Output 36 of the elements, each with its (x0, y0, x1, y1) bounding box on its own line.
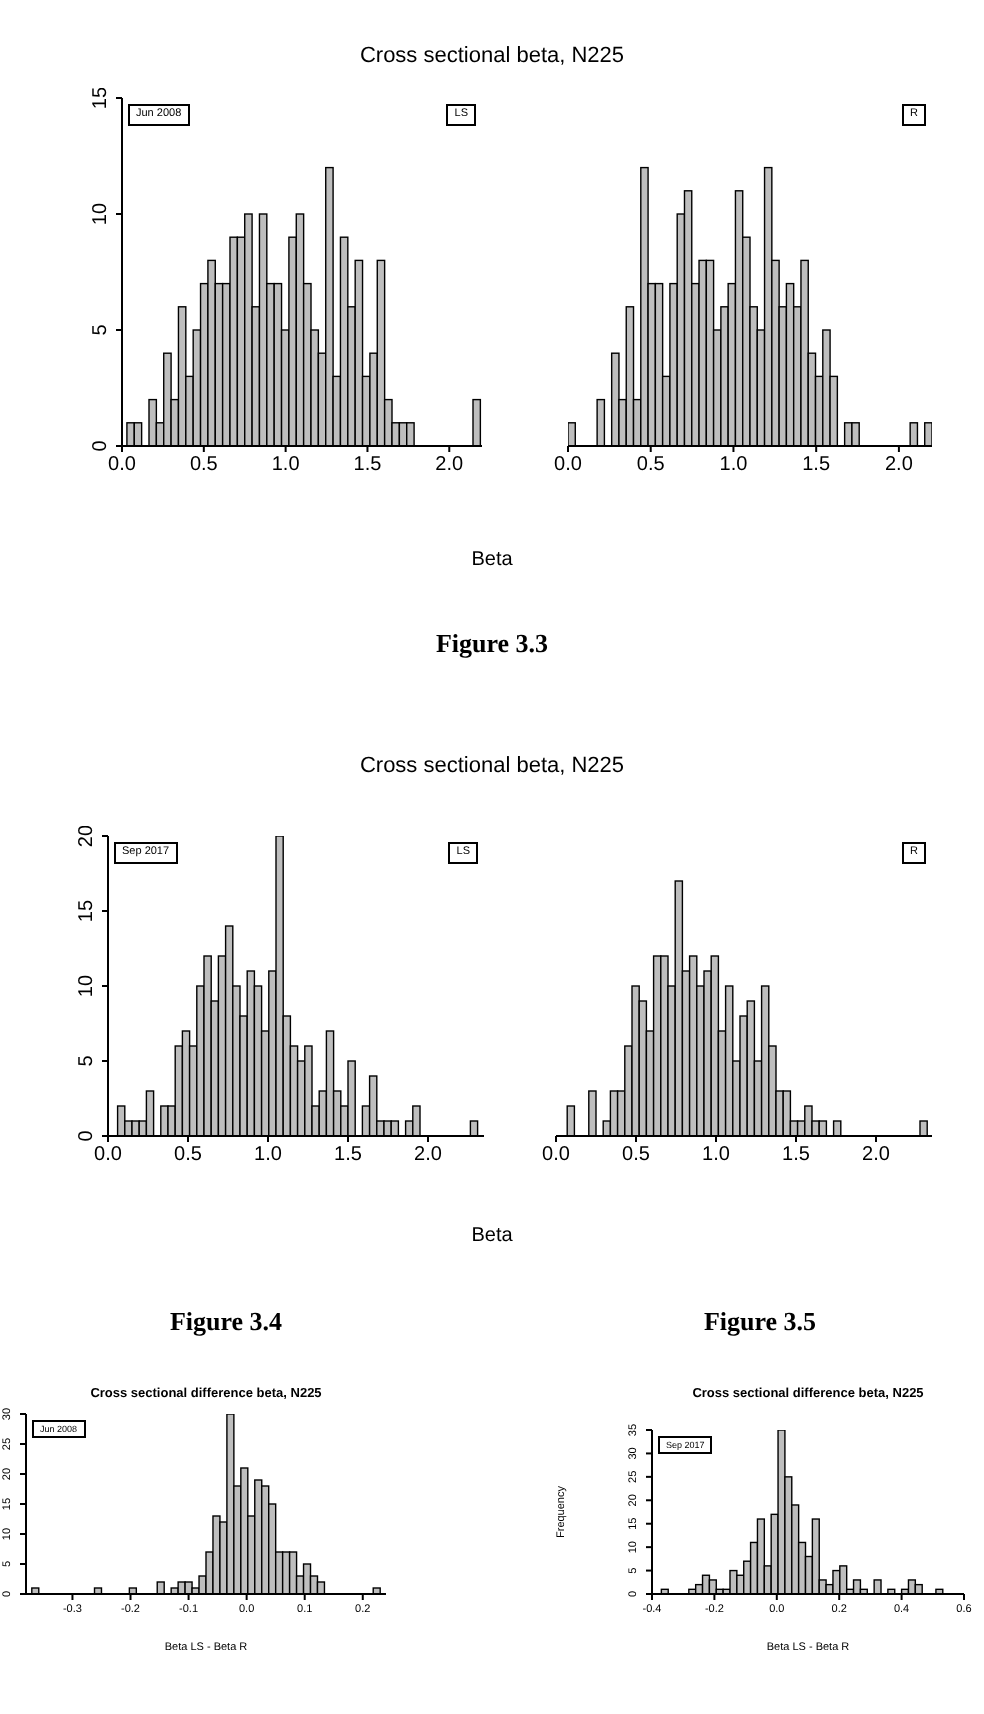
chart-title: Cross sectional beta, N225 (359, 44, 625, 68)
x-axis-title: Beta (471, 549, 513, 571)
y-tick-label: 15 (90, 86, 112, 110)
text: Figure 3.3 (435, 628, 549, 660)
y-tick-label: 0 (90, 439, 112, 452)
x-tick-label: 1.5 (334, 1144, 363, 1167)
x-tick-label: 2.0 (435, 454, 465, 477)
text: Figure 3.4 (169, 1306, 283, 1338)
x-tick-label: 0.0 (542, 1144, 571, 1167)
chart-title: Cross sectional beta, N225 (359, 754, 625, 778)
y-tick-label: 10 (90, 202, 112, 226)
x-tick-label: 2.0 (414, 1144, 443, 1167)
x-tick-label: 1.0 (271, 454, 301, 477)
x-tick-label: 1.5 (802, 454, 831, 477)
x-tick-label: 1.5 (782, 1144, 811, 1167)
x-tick-label: 0.5 (622, 1144, 651, 1167)
text: Figure 3.5 (703, 1306, 817, 1338)
x-tick-label: 0.5 (636, 454, 666, 477)
y-tick-label: 5 (90, 323, 112, 336)
y-tick-label: 20 (76, 824, 98, 848)
y-tick-label: 10 (76, 974, 98, 998)
x-tick-label: 1.0 (719, 454, 749, 477)
y-tick-label: 0 (76, 1129, 98, 1142)
x-tick-label: 1.0 (254, 1144, 283, 1167)
x-tick-label: 2.0 (885, 454, 914, 477)
y-tick-label: 15 (76, 899, 98, 923)
x-tick-label: 1.5 (353, 454, 383, 477)
y-tick-label: 5 (76, 1054, 98, 1067)
x-axis-title: Beta (471, 1225, 513, 1247)
x-tick-label: 0.5 (189, 454, 219, 477)
x-tick-label: 2.0 (862, 1144, 891, 1167)
x-tick-label: 0.5 (174, 1144, 203, 1167)
x-tick-label: 0.0 (108, 454, 137, 477)
x-tick-label: 0.0 (94, 1144, 123, 1167)
x-tick-label: 0.0 (554, 454, 583, 477)
x-tick-label: 1.0 (702, 1144, 731, 1167)
